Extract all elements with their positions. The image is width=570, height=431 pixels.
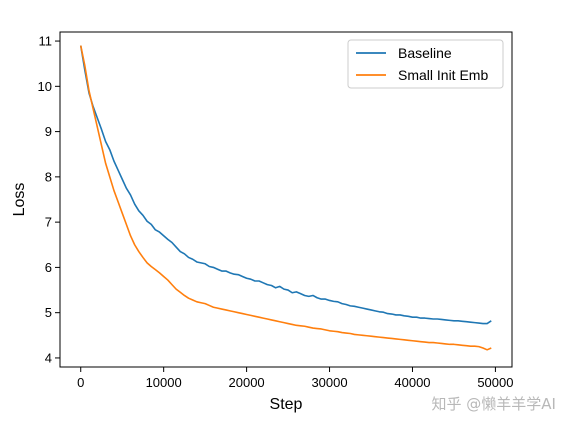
x-tick-label: 40000 [394, 375, 430, 390]
x-tick-label: 50000 [477, 375, 513, 390]
x-tick-label: 20000 [229, 375, 265, 390]
y-tick-label: 8 [45, 169, 52, 184]
x-tick-label: 0 [77, 375, 84, 390]
y-tick-label: 5 [45, 305, 52, 320]
series-lines [79, 45, 492, 351]
series-line-baseline [79, 45, 492, 325]
x-axis-label: Step [270, 396, 303, 413]
legend-label-small-init-emb: Small Init Emb [398, 67, 488, 83]
y-axis-label: Loss [11, 183, 28, 217]
legend-box [347, 39, 504, 89]
plot-frame [59, 31, 513, 368]
y-tick-label: 11 [39, 34, 53, 49]
axis-ticks: 0 10000 20000 30000 40000 50000 4 5 6 7 8 9 10 11 [38, 34, 514, 390]
series-line-small-init-emb [79, 45, 492, 351]
y-tick-label: 7 [45, 215, 52, 230]
legend: Baseline Small Init Emb [347, 39, 504, 89]
legend-label-baseline: Baseline [398, 45, 452, 61]
y-tick-label: 9 [45, 124, 52, 139]
watermark: 知乎 @懒羊羊学AI [431, 395, 556, 413]
y-tick-label: 6 [45, 260, 52, 275]
y-tick-label: 10 [38, 79, 52, 94]
x-tick-label: 10000 [146, 375, 182, 390]
y-tick-label: 4 [45, 350, 52, 365]
x-tick-label: 30000 [311, 375, 347, 390]
